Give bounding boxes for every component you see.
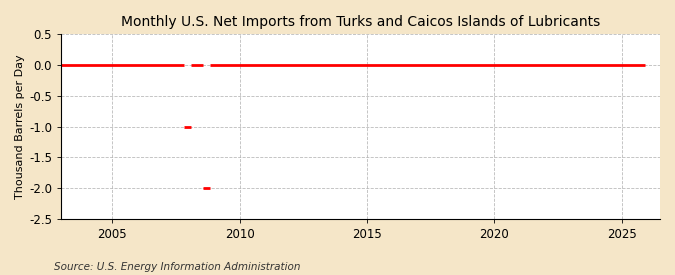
Title: Monthly U.S. Net Imports from Turks and Caicos Islands of Lubricants: Monthly U.S. Net Imports from Turks and …: [121, 15, 600, 29]
Text: Source: U.S. Energy Information Administration: Source: U.S. Energy Information Administ…: [54, 262, 300, 272]
Y-axis label: Thousand Barrels per Day: Thousand Barrels per Day: [15, 54, 25, 199]
